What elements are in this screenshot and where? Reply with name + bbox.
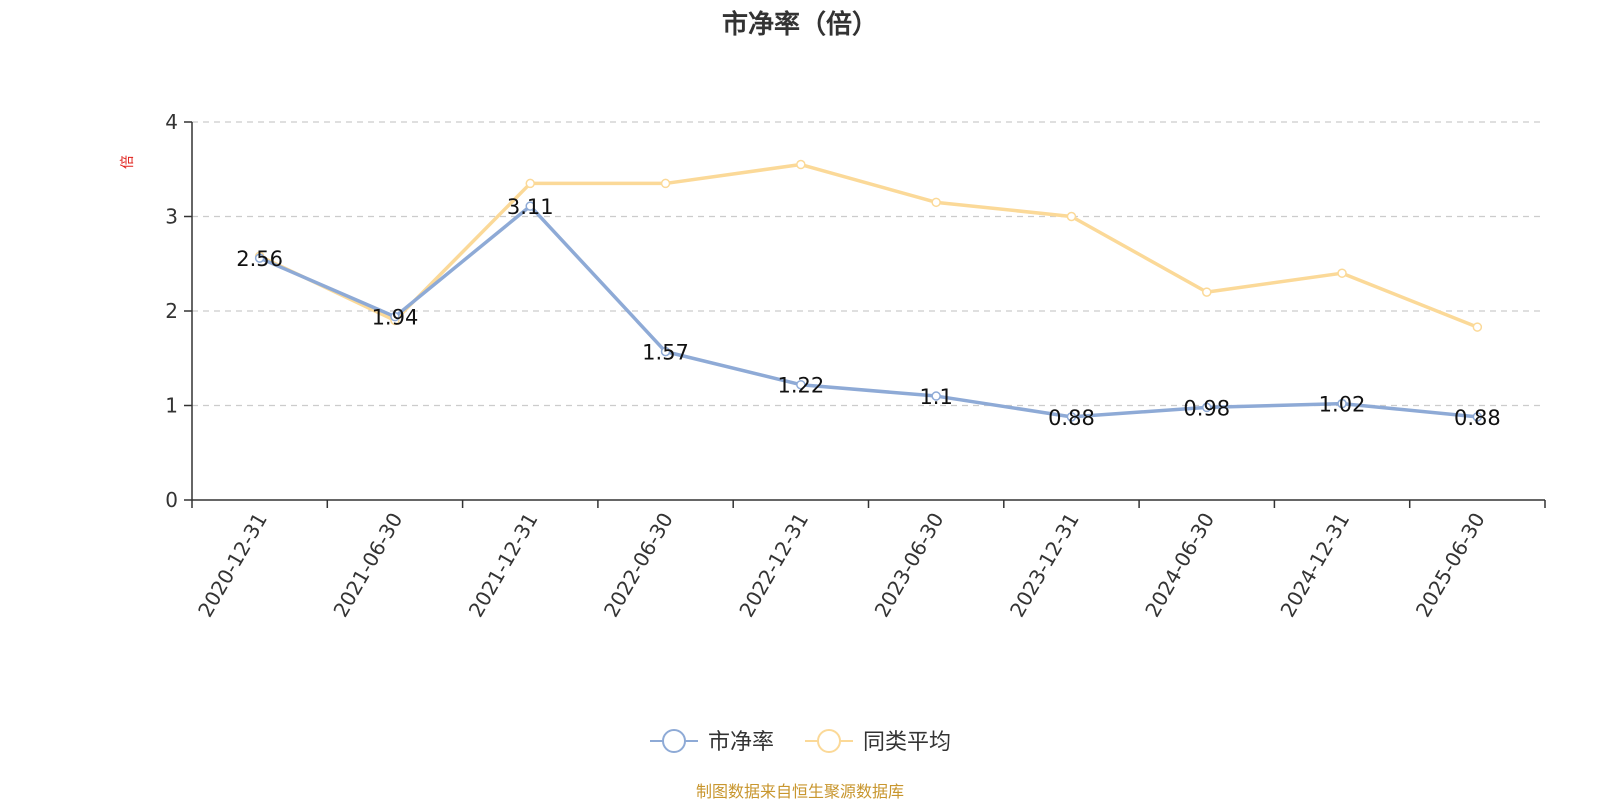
series-line-pb <box>258 204 1478 419</box>
x-tick-label: 2024-12-31 <box>1275 509 1354 622</box>
data-label: 1.02 <box>1319 393 1366 417</box>
data-label: 0.98 <box>1183 396 1230 420</box>
x-tick-label: 2025-06-30 <box>1411 509 1490 622</box>
series-point-peer-avg <box>1202 287 1212 297</box>
data-labels: 2.56 1.94 3.11 1.57 1.22 1.1 0.88 0.98 1.02 0.88 <box>236 195 1500 430</box>
series-point-peer-avg <box>931 197 941 208</box>
series-point-pb <box>1202 402 1212 413</box>
x-tick-label: 2022-06-30 <box>599 509 678 622</box>
axes: 0 1 2 3 4 倍 2020-12-31 2021-06-30 2021-12-31 2022… <box>120 110 1546 622</box>
series <box>254 159 1483 422</box>
data-label: 1.94 <box>372 306 419 330</box>
series-point-peer-avg <box>660 178 671 189</box>
series-point-peer-avg <box>1337 268 1347 278</box>
x-tick-label: 2024-06-30 <box>1140 509 1219 622</box>
data-label: 1.22 <box>777 374 824 398</box>
y-axis-title: 倍 <box>120 155 136 169</box>
x-tick-label: 2023-06-30 <box>870 509 949 622</box>
series-point-pb <box>1066 412 1077 422</box>
x-tick-label: 2020-12-31 <box>193 509 272 622</box>
data-label: 3.11 <box>507 195 554 219</box>
series-point-peer-avg <box>1066 211 1077 222</box>
series-point-peer-avg <box>525 178 535 189</box>
y-tick-label: 1 <box>165 394 178 418</box>
x-tick-label: 2021-06-30 <box>328 509 407 622</box>
data-label: 0.88 <box>1454 406 1501 430</box>
x-tick-label: 2023-12-31 <box>1005 509 1084 622</box>
series-point-peer-avg <box>796 159 806 170</box>
series-point-pb <box>1337 398 1347 409</box>
series-point-pb <box>660 346 671 357</box>
data-label: 1.1 <box>919 385 952 409</box>
series-point-pb <box>254 253 265 263</box>
legend: 市净率 同类平均 <box>650 729 951 755</box>
grid-lines <box>192 121 1545 407</box>
series-point-pb <box>796 379 806 390</box>
series-point-pb <box>525 201 535 211</box>
legend-swatch-marker <box>817 729 841 753</box>
x-tick-label: 2022-12-31 <box>734 509 813 622</box>
y-tick-label: 2 <box>165 299 178 323</box>
data-label: 1.57 <box>642 341 689 365</box>
y-tick-label: 0 <box>165 488 178 512</box>
y-tick-label: 4 <box>165 110 178 134</box>
x-tick-label: 2021-12-31 <box>464 509 543 622</box>
y-tick-label: 3 <box>165 205 178 229</box>
series-point-pb <box>1472 412 1483 422</box>
data-label: 0.88 <box>1048 406 1095 430</box>
series-point-peer-avg <box>1472 322 1483 332</box>
series-point-pb <box>390 311 400 322</box>
data-label: 2.56 <box>236 247 283 271</box>
chart-title: 市净率（倍） <box>721 10 878 40</box>
source-note: 制图数据来自恒生聚源数据库 <box>695 782 904 801</box>
legend-label: 市净率 <box>708 730 774 755</box>
series-line-peer-avg <box>258 162 1478 329</box>
legend-label: 同类平均 <box>863 730 951 755</box>
legend-swatch-marker <box>662 729 686 753</box>
series-point-pb <box>931 391 941 401</box>
